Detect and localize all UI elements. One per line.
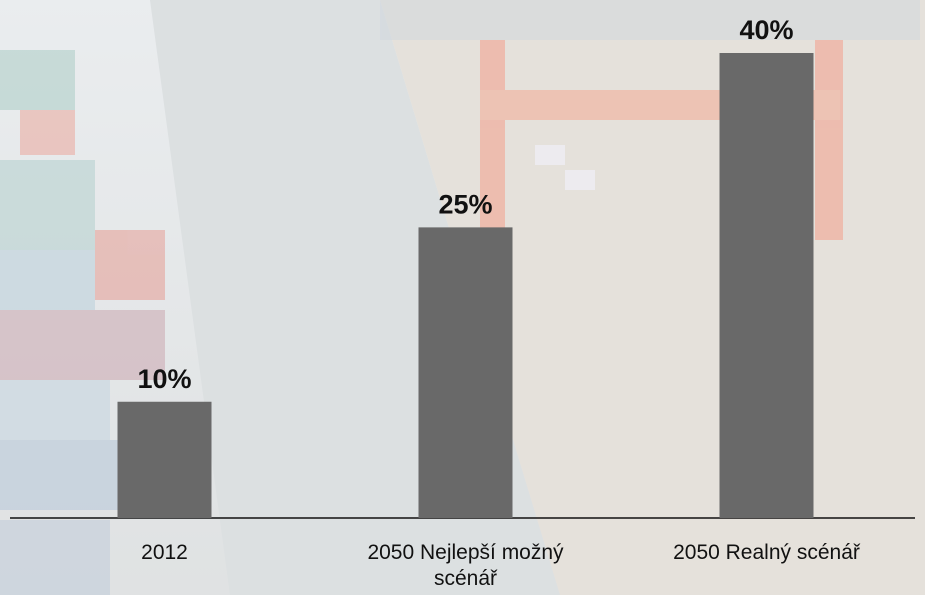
bar — [117, 401, 212, 518]
value-label: 40% — [739, 15, 793, 45]
x-tick-label: 2050 Realný scénář — [673, 541, 860, 564]
value-label: 25% — [438, 189, 492, 219]
bar — [719, 53, 814, 518]
x-tick-label: 2012 — [141, 541, 188, 564]
bar — [418, 227, 513, 518]
value-label: 10% — [137, 364, 191, 394]
x-tick-label: 2050 Nejlepší možný scénář — [367, 541, 564, 590]
